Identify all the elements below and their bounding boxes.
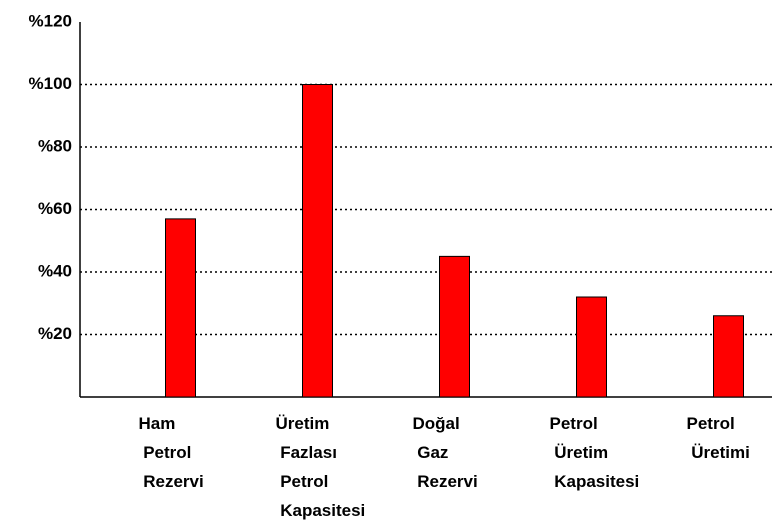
- y-tick-label: %20: [38, 324, 72, 343]
- x-tick-label: Petrol Üretim Kapasitesi: [550, 414, 640, 491]
- bar: [439, 255, 470, 398]
- bar: [576, 296, 607, 398]
- bar: [165, 218, 196, 398]
- y-tick-label: %120: [29, 11, 72, 30]
- x-tick-label: Üretim Fazlası Petrol Kapasitesi: [276, 414, 366, 520]
- bar: [713, 315, 744, 398]
- x-tick-label: Doğal Gaz Rezervi: [413, 414, 478, 491]
- x-tick-label: Ham Petrol Rezervi: [139, 414, 204, 491]
- y-tick-label: %100: [29, 74, 72, 93]
- y-tick-label: %60: [38, 199, 72, 218]
- bar: [302, 84, 333, 398]
- y-tick-label: %40: [38, 261, 72, 280]
- x-tick-label: Petrol Üretimi: [687, 414, 750, 462]
- y-tick-label: %80: [38, 136, 72, 155]
